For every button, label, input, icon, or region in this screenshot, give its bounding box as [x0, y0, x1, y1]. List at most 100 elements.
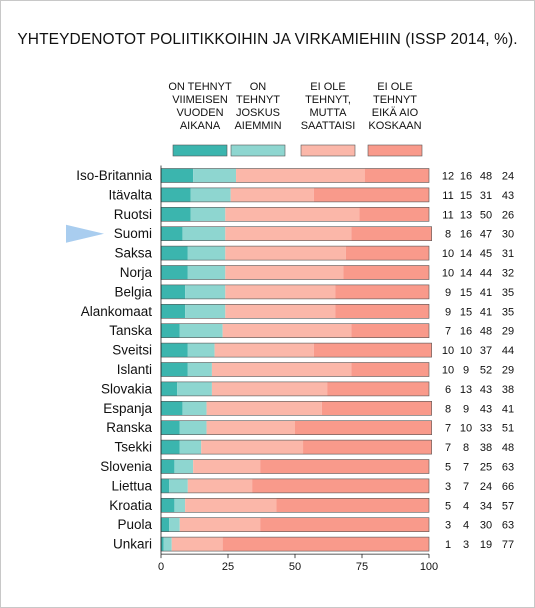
bar-segment — [351, 323, 429, 338]
bar-segment — [161, 246, 188, 261]
value-label: 52 — [480, 365, 492, 377]
category-labels: Iso-Britannia Itävalta Ruotsi Suomi Saksa Nor… — [76, 168, 152, 552]
value-label: 10 — [442, 365, 454, 377]
bar-segment — [303, 440, 432, 455]
bar-segment — [163, 537, 172, 552]
value-label: 4 — [463, 520, 469, 532]
bar-segment — [211, 381, 328, 396]
bar-segment — [345, 246, 429, 261]
value-label: 26 — [502, 209, 514, 221]
legend-label-line: TEHNYT, — [305, 94, 351, 106]
bar-segment — [335, 284, 429, 299]
bar-segment — [185, 304, 226, 319]
legend-label-line: VUODEN — [176, 107, 223, 119]
value-label: 16 — [460, 229, 472, 241]
value-label: 3 — [445, 520, 451, 532]
bar-segment — [161, 537, 164, 552]
value-label: 45 — [480, 248, 492, 260]
value-label: 9 — [445, 306, 451, 318]
legend-label-line: AIEMMIN — [234, 120, 281, 132]
bar-segment — [225, 265, 344, 280]
value-label: 10 — [442, 268, 454, 280]
bar-segment — [161, 343, 188, 358]
category-label: Sveitsi — [112, 343, 152, 358]
value-label: 38 — [502, 384, 514, 396]
legend-label-line: ON TEHNYT — [168, 81, 232, 93]
value-label: 9 — [463, 403, 469, 415]
bar-segment — [185, 284, 226, 299]
bars — [160, 168, 432, 552]
value-label: 15 — [460, 287, 472, 299]
value-label: 7 — [445, 423, 451, 435]
value-label: 51 — [502, 423, 514, 435]
bar-segment — [185, 498, 277, 513]
value-label: 6 — [445, 384, 451, 396]
bar-segment — [161, 401, 183, 416]
value-label: 24 — [480, 481, 492, 493]
category-label: Ruotsi — [114, 207, 152, 222]
value-label: 3 — [463, 539, 469, 551]
value-label: 50 — [480, 209, 492, 221]
category-label: Islanti — [117, 362, 152, 377]
category-label: Norja — [120, 265, 153, 280]
bar-segment — [313, 187, 429, 202]
value-label: 41 — [480, 306, 492, 318]
bar-segment — [335, 304, 429, 319]
bar-segment — [222, 537, 429, 552]
value-label: 5 — [445, 500, 451, 512]
value-label: 43 — [480, 384, 492, 396]
legend-label-line: EI OLE — [377, 81, 412, 93]
legend-label-line: TEHNYT — [373, 94, 417, 106]
category-label: Espanja — [103, 401, 152, 416]
bar-segment — [364, 168, 429, 183]
value-label: 43 — [480, 403, 492, 415]
legend-label-line: EIKÄ AIO — [372, 107, 419, 119]
value-label: 19 — [480, 539, 492, 551]
value-label: 30 — [502, 229, 514, 241]
value-label: 11 — [442, 190, 453, 202]
value-label: 32 — [502, 268, 514, 280]
bar-segment — [161, 381, 178, 396]
bar-segment — [252, 478, 429, 493]
bar-segment — [161, 420, 180, 435]
x-tick-label: 0 — [158, 561, 164, 573]
value-label: 41 — [480, 287, 492, 299]
bar-segment — [190, 187, 231, 202]
bar-segment — [161, 440, 180, 455]
bar-segment — [236, 168, 365, 183]
legend-swatch — [230, 144, 286, 157]
value-label: 35 — [502, 287, 514, 299]
value-label: 48 — [502, 442, 514, 454]
bar-segment — [171, 537, 223, 552]
category-label: Kroatia — [109, 498, 152, 513]
bar-segment — [187, 343, 215, 358]
value-label: 44 — [480, 268, 492, 280]
value-label: 11 — [442, 209, 453, 221]
value-label: 25 — [480, 462, 492, 474]
bar-segment — [343, 265, 429, 280]
legend-label-line: SAATTAISI — [301, 120, 356, 132]
bar-segment — [161, 362, 188, 377]
value-label: 44 — [502, 345, 514, 357]
bar-segment — [327, 381, 429, 396]
bar-segment — [295, 420, 432, 435]
value-label: 35 — [502, 306, 514, 318]
bar-segment — [161, 498, 175, 513]
bar-segment — [161, 304, 186, 319]
bar-segment — [351, 226, 432, 241]
x-tick-label: 100 — [420, 561, 438, 573]
bar-segment — [174, 498, 186, 513]
bar-segment — [225, 304, 336, 319]
category-label: Tsekki — [114, 440, 152, 455]
value-label: 4 — [463, 500, 469, 512]
legend-swatch — [172, 144, 228, 157]
legend-label-line: VIIMEISEN — [172, 94, 228, 106]
legend-label-line: MUTTA — [309, 107, 347, 119]
bar-segment — [193, 459, 261, 474]
value-label: 7 — [463, 462, 469, 474]
bar-segment — [169, 517, 180, 532]
value-label: 13 — [460, 209, 472, 221]
bar-segment — [179, 420, 207, 435]
bar-segment — [260, 517, 429, 532]
